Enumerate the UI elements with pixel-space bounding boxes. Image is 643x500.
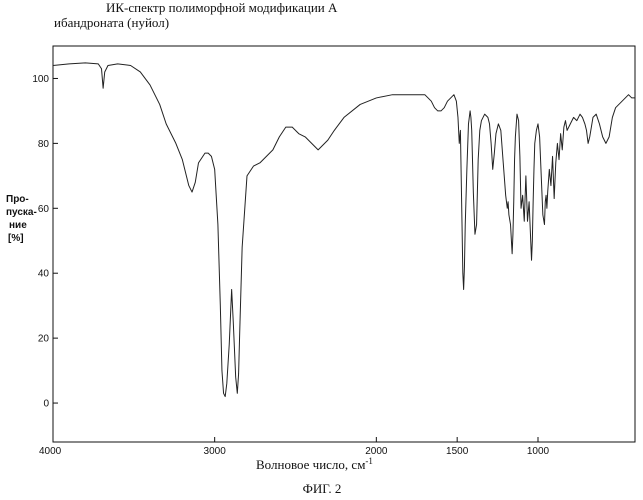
y-axis-title-line-3: ние bbox=[9, 220, 27, 231]
y-tick-label-0: 0 bbox=[43, 399, 49, 410]
plot-frame bbox=[53, 46, 635, 442]
y-axis-title-line-1: Про- bbox=[6, 194, 29, 205]
y-axis-ticks: 0 20 40 60 80 100 bbox=[32, 74, 58, 410]
y-axis-title-line-2: пуска- bbox=[6, 207, 37, 218]
y-tick-label-3: 60 bbox=[38, 204, 50, 215]
x-axis-ticks: 40003000200015001000 bbox=[39, 437, 550, 457]
x-tick-label-1: 3000 bbox=[204, 446, 227, 457]
y-tick-label-2: 40 bbox=[38, 269, 50, 280]
y-tick-label-1: 20 bbox=[38, 334, 50, 345]
y-axis-title-line-4: [%] bbox=[8, 233, 24, 244]
x-axis-title-superscript: -1 bbox=[365, 456, 373, 466]
y-tick-label-4: 80 bbox=[38, 139, 50, 150]
x-tick-label-4: 1000 bbox=[527, 446, 550, 457]
chart-title-line-1: ИК-спектр полиморфной модификации А bbox=[106, 0, 338, 15]
y-axis-title: Про- пуска- ние [%] bbox=[6, 194, 37, 244]
x-tick-label-0: 4000 bbox=[39, 446, 62, 457]
y-tick-label-5: 100 bbox=[32, 74, 49, 85]
x-axis-title: Волновое число, см-1 bbox=[256, 456, 373, 472]
spectrum-line-0 bbox=[53, 63, 635, 397]
figure-caption: ФИГ. 2 bbox=[303, 481, 342, 496]
chart-title-line-2: ибандроната (нуйол) bbox=[54, 15, 169, 30]
x-tick-label-3: 1500 bbox=[446, 446, 469, 457]
series-layer bbox=[53, 63, 635, 397]
x-axis-title-text: Волновое число, см bbox=[256, 457, 365, 472]
